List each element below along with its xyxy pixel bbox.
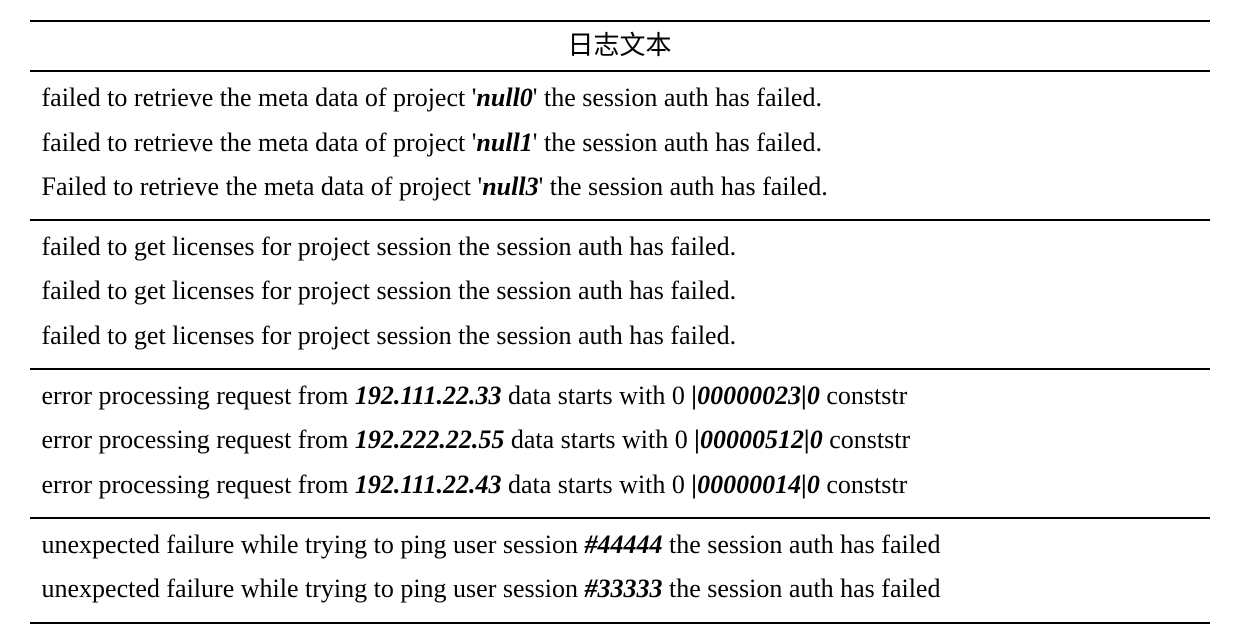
log-text-pre: failed to get licenses for project sessi…: [42, 276, 737, 305]
log-table: 日志文本 failed to retrieve the meta data of…: [30, 20, 1210, 624]
log-text-em2: |00000014|0: [691, 470, 819, 499]
log-row: failed to get licenses for project sessi…: [42, 225, 1210, 269]
log-text-em: #44444: [584, 530, 662, 559]
log-text-post: conststr: [823, 425, 910, 454]
log-text-em: 192.222.22.55: [355, 425, 505, 454]
log-text-post: the session auth has failed: [662, 530, 940, 559]
log-row: failed to retrieve the meta data of proj…: [42, 76, 1210, 120]
log-text-post: the session auth has failed: [662, 574, 940, 603]
log-text-pre: failed to get licenses for project sessi…: [42, 321, 737, 350]
log-text-post: ' the session auth has failed.: [539, 172, 828, 201]
log-text-pre: error processing request from: [42, 425, 355, 454]
log-text-post: conststr: [820, 381, 907, 410]
log-text-em: null1: [476, 128, 532, 157]
log-section: failed to retrieve the meta data of proj…: [30, 72, 1210, 221]
log-text-pre: error processing request from: [42, 470, 355, 499]
log-section: failed to get licenses for project sessi…: [30, 221, 1210, 370]
log-section: unexpected failure while trying to ping …: [30, 519, 1210, 624]
log-text-em: 192.111.22.43: [355, 470, 502, 499]
log-text-em2: |00000512|0: [694, 425, 822, 454]
log-text-pre: error processing request from: [42, 381, 355, 410]
log-section: error processing request from 192.111.22…: [30, 370, 1210, 519]
log-row: error processing request from 192.222.22…: [42, 418, 1210, 462]
log-text-em: null0: [476, 83, 532, 112]
log-text-post: ' the session auth has failed.: [533, 128, 822, 157]
log-row: unexpected failure while trying to ping …: [42, 523, 1210, 567]
log-text-mid: data starts with 0: [504, 425, 694, 454]
log-row: failed to get licenses for project sessi…: [42, 314, 1210, 358]
log-row: unexpected failure while trying to ping …: [42, 567, 1210, 611]
log-text-pre: unexpected failure while trying to ping …: [42, 574, 585, 603]
log-text-post: ' the session auth has failed.: [533, 83, 822, 112]
header-title: 日志文本: [567, 31, 671, 60]
log-row: error processing request from 192.111.22…: [42, 374, 1210, 418]
log-text-em: null3: [482, 172, 538, 201]
log-text-mid: data starts with 0: [501, 470, 691, 499]
table-header: 日志文本: [30, 20, 1210, 72]
log-text-em2: |00000023|0: [691, 381, 819, 410]
log-text-pre: unexpected failure while trying to ping …: [42, 530, 585, 559]
log-text-em: 192.111.22.33: [355, 381, 502, 410]
log-text-pre: Failed to retrieve the meta data of proj…: [42, 172, 483, 201]
log-text-post: conststr: [820, 470, 907, 499]
log-text-mid: data starts with 0: [501, 381, 691, 410]
log-text-pre: failed to retrieve the meta data of proj…: [42, 83, 477, 112]
log-row: failed to get licenses for project sessi…: [42, 269, 1210, 313]
log-row: Failed to retrieve the meta data of proj…: [42, 165, 1210, 209]
log-text-pre: failed to retrieve the meta data of proj…: [42, 128, 477, 157]
log-row: failed to retrieve the meta data of proj…: [42, 121, 1210, 165]
log-row: error processing request from 192.111.22…: [42, 463, 1210, 507]
log-text-em: #33333: [584, 574, 662, 603]
log-text-pre: failed to get licenses for project sessi…: [42, 232, 737, 261]
